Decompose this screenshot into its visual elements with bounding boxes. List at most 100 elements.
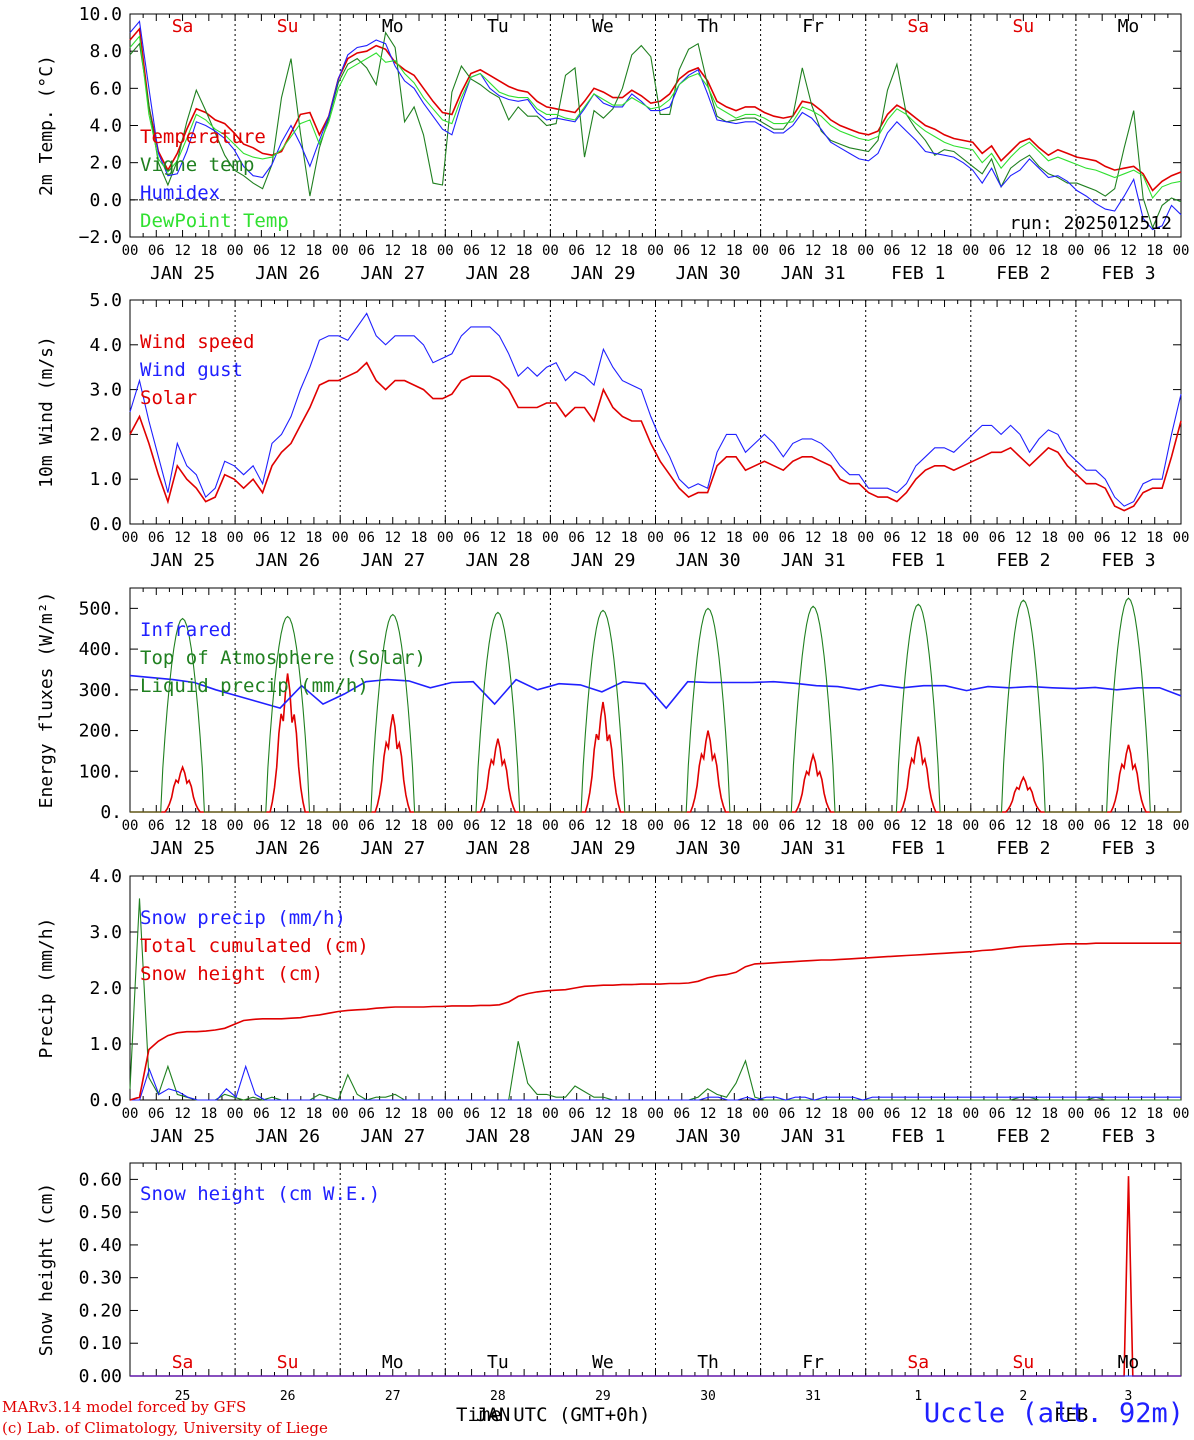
date-label: JAN 27 bbox=[360, 838, 425, 859]
hour-tick-label: 12 bbox=[279, 818, 296, 834]
date-label: JAN 28 bbox=[465, 550, 530, 571]
hour-tick-label: 12 bbox=[700, 818, 717, 834]
date-label: FEB 1 bbox=[891, 1126, 945, 1147]
day-name-label: We bbox=[592, 1352, 614, 1373]
hour-tick-label: 00 bbox=[542, 530, 559, 546]
date-label: JAN 28 bbox=[465, 838, 530, 859]
date-label: JAN 31 bbox=[781, 550, 846, 571]
hour-tick-label: 18 bbox=[831, 530, 848, 546]
hour-tick-label: 12 bbox=[910, 1106, 927, 1122]
hour-tick-label: 00 bbox=[122, 818, 139, 834]
hour-tick-label: 18 bbox=[726, 818, 743, 834]
hour-tick-label: 06 bbox=[778, 530, 795, 546]
hour-tick-label: 18 bbox=[1146, 530, 1163, 546]
y-tick-label: 3.0 bbox=[89, 380, 122, 401]
hour-tick-label: 12 bbox=[805, 818, 822, 834]
series-line-infrared bbox=[129, 674, 1182, 710]
y-tick-label: 400. bbox=[79, 639, 122, 660]
panel-1 bbox=[129, 13, 1182, 238]
hour-tick-label: 00 bbox=[542, 1106, 559, 1122]
date-label: JAN 28 bbox=[465, 263, 530, 284]
hour-tick-label: 06 bbox=[358, 530, 375, 546]
day-name-label: Su bbox=[277, 16, 299, 37]
y-axis-label: 10m Wind (m/s) bbox=[36, 336, 57, 488]
y-tick-label: 0.20 bbox=[79, 1300, 122, 1321]
day-number-label: 1 bbox=[914, 1389, 922, 1404]
hour-tick-label: 18 bbox=[1041, 243, 1058, 259]
y-tick-label: 0.00 bbox=[79, 1366, 122, 1387]
y-tick-label: 8.0 bbox=[89, 41, 122, 62]
hour-tick-label: 12 bbox=[384, 243, 401, 259]
hour-tick-label: 06 bbox=[1094, 1106, 1111, 1122]
legend-entry: Liquid precip (mm/h) bbox=[140, 675, 369, 697]
hour-tick-label: 06 bbox=[148, 1106, 165, 1122]
hour-tick-label: 12 bbox=[595, 1106, 612, 1122]
y-tick-label: 0.50 bbox=[79, 1202, 122, 1223]
hour-tick-label: 12 bbox=[174, 1106, 191, 1122]
hour-tick-label: 00 bbox=[752, 818, 769, 834]
date-label: FEB 2 bbox=[996, 838, 1050, 859]
day-number-label: 25 bbox=[175, 1389, 191, 1404]
hour-tick-label: 18 bbox=[1041, 1106, 1058, 1122]
hour-tick-label: 00 bbox=[1067, 530, 1084, 546]
hour-tick-label: 12 bbox=[700, 530, 717, 546]
hour-tick-label: 00 bbox=[1173, 1106, 1190, 1122]
hour-tick-label: 06 bbox=[778, 243, 795, 259]
hour-tick-label: 00 bbox=[332, 530, 349, 546]
date-label: FEB 2 bbox=[996, 263, 1050, 284]
series-line-wind-speed bbox=[129, 361, 1182, 512]
hour-tick-label: 06 bbox=[673, 530, 690, 546]
hour-tick-label: 18 bbox=[305, 243, 322, 259]
hour-tick-label: 18 bbox=[411, 1106, 428, 1122]
legend-entry: Wind gust bbox=[140, 359, 243, 381]
hour-tick-label: 06 bbox=[884, 243, 901, 259]
hour-tick-label: 06 bbox=[989, 1106, 1006, 1122]
hour-tick-label: 18 bbox=[936, 530, 953, 546]
hour-tick-label: 00 bbox=[962, 818, 979, 834]
date-label: JAN 26 bbox=[255, 838, 320, 859]
y-tick-label: 4.0 bbox=[89, 335, 122, 356]
legend-entry: Snow height (cm) bbox=[140, 963, 323, 985]
legend-entry: Total cumulated (cm) bbox=[140, 935, 369, 957]
hour-tick-label: 12 bbox=[279, 243, 296, 259]
hour-tick-label: 12 bbox=[910, 818, 927, 834]
hour-tick-label: 00 bbox=[437, 243, 454, 259]
y-tick-label: 100. bbox=[79, 761, 122, 782]
legend-entry: Wind speed bbox=[140, 331, 254, 353]
date-label: JAN 30 bbox=[676, 550, 741, 571]
hour-tick-label: 18 bbox=[936, 243, 953, 259]
hour-tick-label: 00 bbox=[227, 1106, 244, 1122]
day-name-label: Sa bbox=[172, 1352, 194, 1373]
hour-tick-label: 18 bbox=[200, 243, 217, 259]
date-label: JAN 29 bbox=[570, 1126, 635, 1147]
hour-tick-label: 00 bbox=[332, 1106, 349, 1122]
hour-tick-label: 00 bbox=[962, 530, 979, 546]
hour-tick-label: 18 bbox=[1146, 243, 1163, 259]
hour-tick-label: 06 bbox=[568, 818, 585, 834]
hour-tick-label: 12 bbox=[384, 530, 401, 546]
y-tick-label: 0.0 bbox=[89, 190, 122, 211]
hour-tick-label: 00 bbox=[1067, 1106, 1084, 1122]
day-name-label: Sa bbox=[907, 16, 929, 37]
y-tick-label: 4.0 bbox=[89, 116, 122, 137]
series-line-vigne-temp bbox=[129, 31, 1182, 230]
hour-tick-label: 06 bbox=[463, 818, 480, 834]
date-label: FEB 1 bbox=[891, 838, 945, 859]
hour-tick-label: 12 bbox=[700, 243, 717, 259]
hour-tick-label: 00 bbox=[647, 530, 664, 546]
hour-tick-label: 12 bbox=[489, 530, 506, 546]
hour-tick-label: 00 bbox=[1173, 530, 1190, 546]
day-number-label: 2 bbox=[1019, 1389, 1027, 1404]
hour-tick-label: 06 bbox=[673, 243, 690, 259]
hour-tick-label: 00 bbox=[962, 243, 979, 259]
hour-tick-label: 18 bbox=[726, 1106, 743, 1122]
hour-tick-label: 12 bbox=[279, 530, 296, 546]
y-tick-label: 10.0 bbox=[79, 4, 122, 25]
hour-tick-label: 06 bbox=[1094, 243, 1111, 259]
hour-tick-label: 12 bbox=[1120, 243, 1137, 259]
hour-tick-label: 18 bbox=[516, 818, 533, 834]
hour-tick-label: 06 bbox=[463, 243, 480, 259]
hour-tick-label: 18 bbox=[200, 530, 217, 546]
date-label: JAN 25 bbox=[150, 550, 215, 571]
hour-tick-label: 06 bbox=[778, 818, 795, 834]
